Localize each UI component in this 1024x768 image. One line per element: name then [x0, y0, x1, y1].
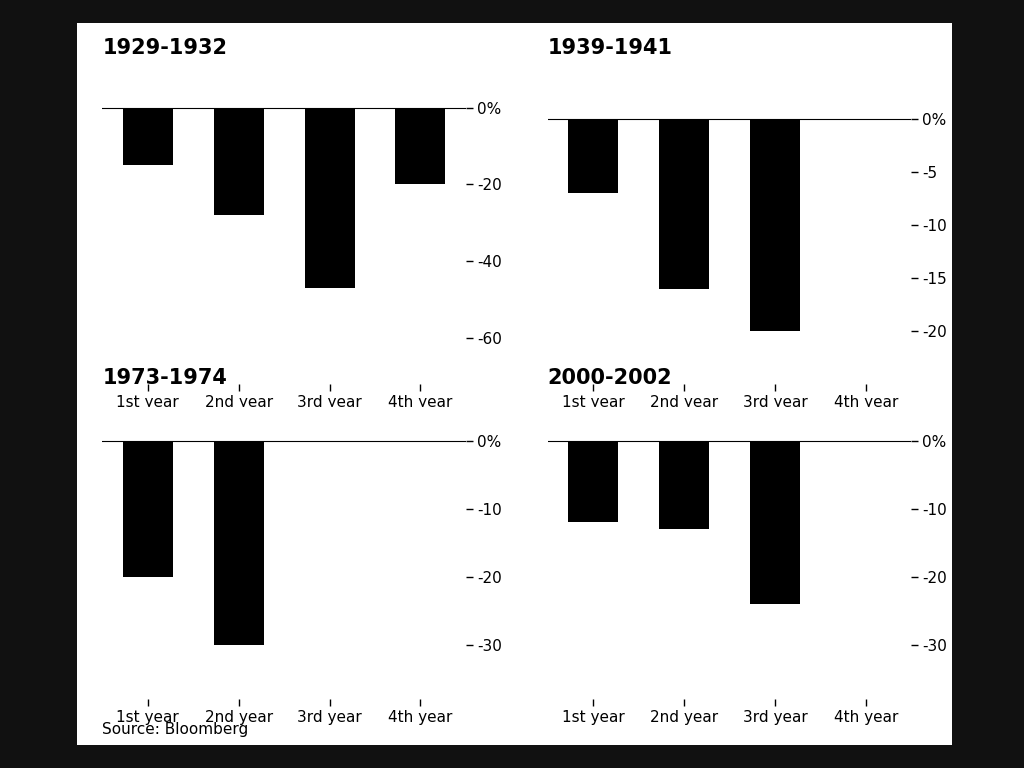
Bar: [395, 108, 445, 184]
Bar: [750, 119, 800, 331]
Bar: [568, 119, 618, 194]
Bar: [568, 441, 618, 522]
Bar: [659, 119, 710, 289]
Bar: [123, 108, 173, 165]
Bar: [214, 441, 264, 644]
Text: Source: Bloomberg: Source: Bloomberg: [102, 722, 249, 737]
Bar: [214, 108, 264, 215]
Text: 1939-1941: 1939-1941: [548, 38, 673, 58]
Text: 2000-2002: 2000-2002: [548, 368, 673, 388]
Bar: [304, 108, 354, 288]
Bar: [659, 441, 710, 529]
Bar: [750, 441, 800, 604]
Bar: [123, 441, 173, 577]
Text: 1929-1932: 1929-1932: [102, 38, 227, 58]
Text: 1973-1974: 1973-1974: [102, 368, 227, 388]
